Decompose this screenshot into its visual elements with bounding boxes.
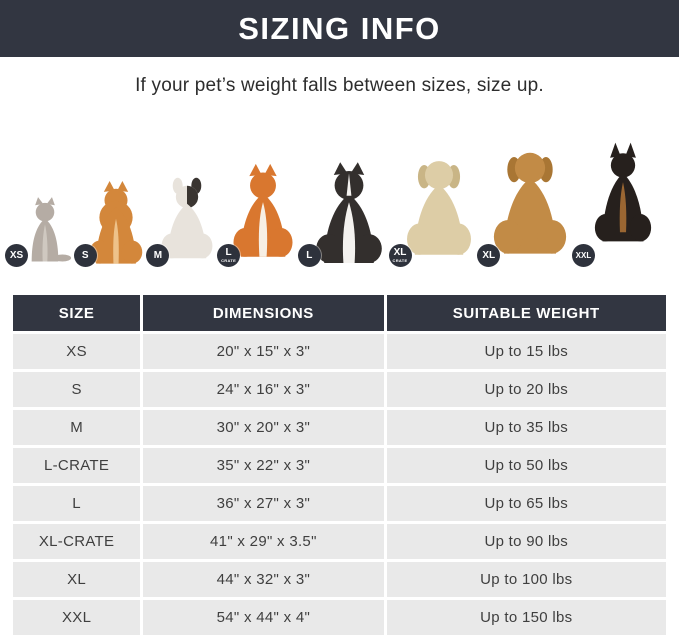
size-cell: XL: [13, 562, 141, 597]
size-cell: S: [13, 372, 141, 407]
border-collie-illustration: [316, 162, 382, 263]
size-cell: XS: [13, 334, 141, 369]
table-row: M 30" x 20" x 3" Up to 35 lbs: [13, 410, 666, 445]
subtitle-text: If your pet’s weight falls between sizes…: [135, 75, 544, 96]
pet-border-collie: L: [297, 155, 391, 267]
pets-row: XS S: [5, 115, 665, 267]
weight-cell: Up to 100 lbs: [386, 562, 666, 597]
pomeranian-illustration: [89, 181, 142, 264]
header-bar: SIZING INFO: [0, 0, 679, 57]
table-row: L-CRATE 35" x 22" x 3" Up to 50 lbs: [13, 448, 666, 483]
size-badge-label: L: [225, 247, 232, 258]
table-row: XXL 54" x 44" x 4" Up to 150 lbs: [13, 600, 666, 635]
pet-golden-retriever: XL: [477, 131, 574, 267]
size-badge-label: XL: [482, 249, 496, 261]
sizing-table: SIZE DIMENSIONS SUITABLE WEIGHT XS 20" x…: [13, 295, 666, 635]
table-row: XS 20" x 15" x 3" Up to 15 lbs: [13, 334, 666, 369]
pet-cat: XS: [5, 191, 76, 267]
size-badge-sublabel: CRATE: [221, 258, 237, 263]
column-header-size: SIZE: [13, 295, 141, 331]
dimensions-cell: 44" x 32" x 3": [143, 562, 384, 597]
size-cell: M: [13, 410, 141, 445]
size-badge-label: M: [153, 249, 163, 261]
size-badge-label: XL: [393, 247, 407, 258]
weight-cell: Up to 50 lbs: [386, 448, 666, 483]
weight-cell: Up to 15 lbs: [386, 334, 666, 369]
column-header-suitable-weight: SUITABLE WEIGHT: [386, 295, 666, 331]
size-cell: XL-CRATE: [13, 524, 141, 559]
size-badge-label: S: [81, 249, 89, 261]
size-badge-xs: XS: [5, 244, 28, 267]
golden-retriever-illustration: [494, 152, 567, 254]
size-badge-l: L: [297, 244, 321, 267]
dimensions-cell: 20" x 15" x 3": [143, 334, 384, 369]
table-row: XL 44" x 32" x 3" Up to 100 lbs: [13, 562, 666, 597]
dimensions-cell: 54" x 44" x 4": [143, 600, 384, 635]
pet-french-bulldog: M: [146, 169, 219, 267]
table-row: XL-CRATE 41" x 29" x 3.5" Up to 90 lbs: [13, 524, 666, 559]
size-badge-l-crate: L CRATE: [217, 244, 241, 267]
pet-shiba-inu: L CRATE: [217, 153, 300, 267]
table-header-row: SIZE DIMENSIONS SUITABLE WEIGHT: [13, 295, 666, 331]
page-title: SIZING INFO: [238, 10, 441, 46]
cat-illustration: [31, 197, 72, 262]
size-badge-sublabel: CRATE: [392, 258, 408, 263]
size-badge-m: M: [146, 244, 170, 267]
size-cell: L-CRATE: [13, 448, 141, 483]
pet-pomeranian: S: [73, 177, 149, 267]
weight-cell: Up to 65 lbs: [386, 486, 666, 521]
dimensions-cell: 35" x 22" x 3": [143, 448, 384, 483]
size-badge-xxl: XXL: [571, 244, 595, 267]
dimensions-cell: 24" x 16" x 3": [143, 372, 384, 407]
dimensions-cell: 41" x 29" x 3.5": [143, 524, 384, 559]
size-cell: XXL: [13, 600, 141, 635]
dimensions-cell: 30" x 20" x 3": [143, 410, 384, 445]
doberman-illustration: [594, 142, 652, 242]
weight-cell: Up to 35 lbs: [386, 410, 666, 445]
size-badge-xl-crate: XL CRATE: [388, 244, 412, 267]
dimensions-cell: 36" x 27" x 3": [143, 486, 384, 521]
size-badge-s: S: [73, 244, 97, 267]
table-row: S 24" x 16" x 3" Up to 20 lbs: [13, 372, 666, 407]
size-cell: L: [13, 486, 141, 521]
size-badge-label: L: [306, 249, 313, 261]
labrador-illustration: [406, 161, 471, 255]
weight-cell: Up to 20 lbs: [386, 372, 666, 407]
weight-cell: Up to 90 lbs: [386, 524, 666, 559]
size-badge-xl: XL: [477, 244, 501, 267]
table-row: L 36" x 27" x 3" Up to 65 lbs: [13, 486, 666, 521]
pet-doberman: XXL: [571, 117, 665, 267]
size-badge-label: XS: [9, 249, 24, 261]
size-badge-label: XXL: [575, 250, 592, 260]
weight-cell: Up to 150 lbs: [386, 600, 666, 635]
pet-labrador: XL CRATE: [388, 141, 480, 267]
column-header-dimensions: DIMENSIONS: [143, 295, 384, 331]
shiba-inu-illustration: [233, 163, 293, 257]
